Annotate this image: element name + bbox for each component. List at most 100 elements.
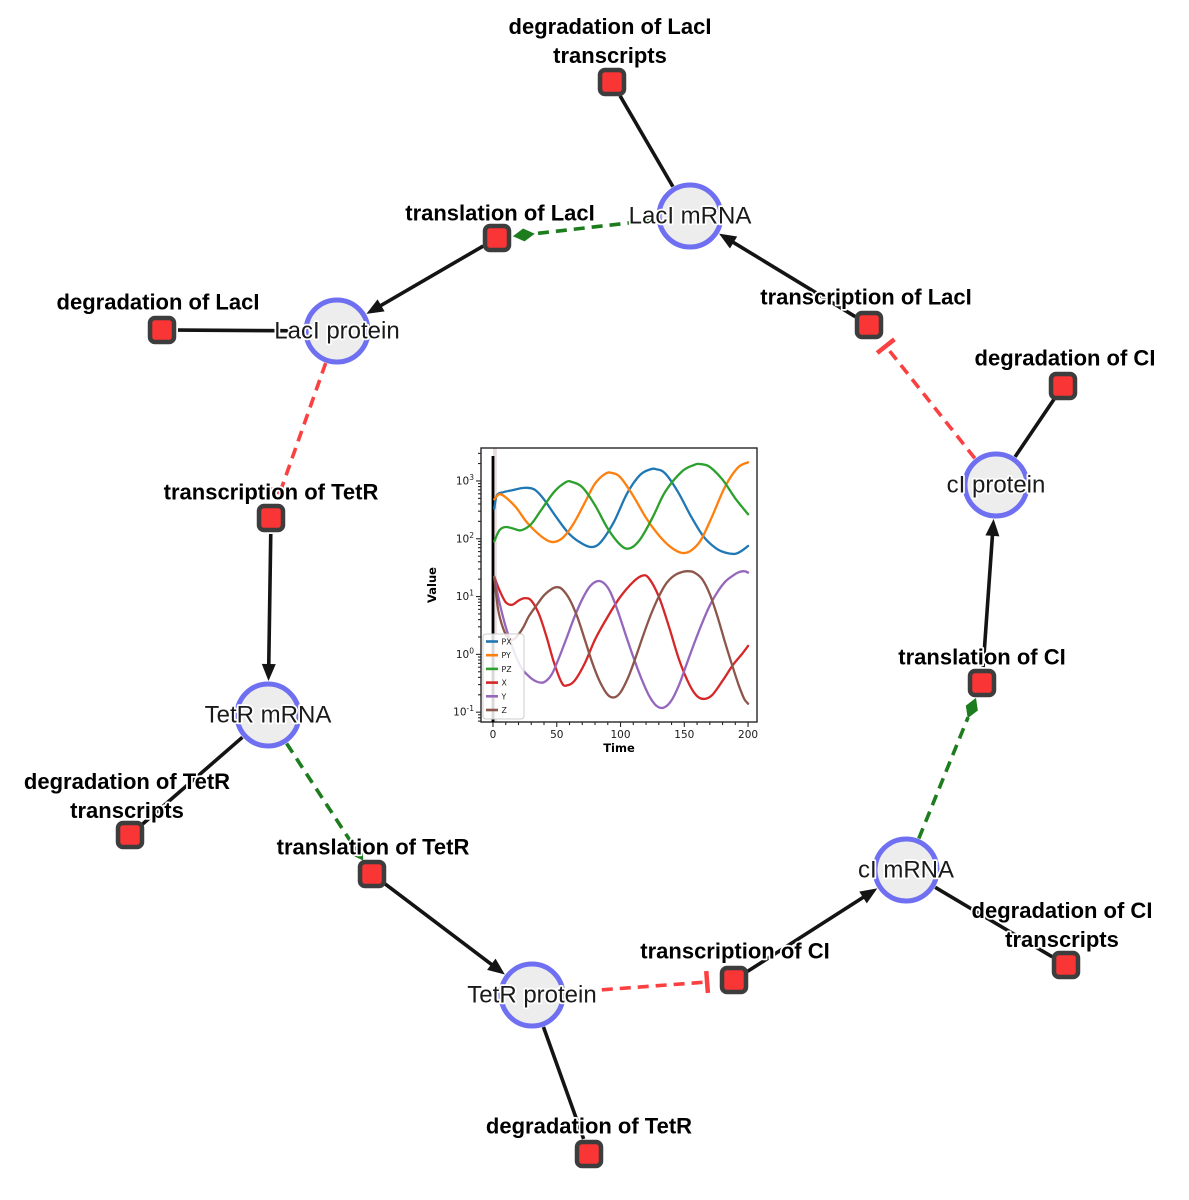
labels-layer: LacI mRNA LacI protein TetR mRNA TetR prote…	[22, 12, 1157, 1140]
species-label-ci-protein: cI protein	[947, 472, 1046, 499]
edge-tetr-protein-to-degradation-of-tetr	[541, 1026, 586, 1140]
reaction-node-degradation-of-tetr-transcripts[interactable]	[115, 820, 145, 850]
plot-svg: 0 50 100 150 20010-1100101102103TimeValuePXP…	[425, 447, 758, 755]
reaction-label-translation-of-ci: translation of CI	[898, 645, 1065, 670]
y-tick-label: 101	[456, 589, 474, 604]
edge-translation-of-tetr-to-tetr-protein	[383, 882, 505, 975]
reaction-label-degradation-of-tetr-transcripts: degradation of TetR transcripts	[24, 769, 230, 823]
arrowhead	[366, 299, 385, 314]
edge-ci-mrna-to-translation-of-ci	[917, 697, 978, 840]
reaction-label-degradation-of-laci: degradation of LacI	[57, 290, 260, 315]
species-node-tetr-mrna[interactable]	[234, 681, 302, 749]
plot-frame	[480, 447, 758, 723]
reaction-node-translation-of-tetr[interactable]	[357, 859, 387, 889]
arrowhead	[487, 958, 505, 975]
series-z	[493, 570, 750, 705]
series-layer	[493, 461, 750, 710]
inhibition-tbar	[704, 970, 711, 994]
legend: PX PY PZ XYZ	[482, 633, 525, 720]
species-label-tetr-protein: TetR protein	[467, 982, 596, 1009]
reaction-node-transcription-of-ci[interactable]	[719, 965, 749, 995]
edge-translation-of-ci-to-ci-protein	[981, 518, 1000, 668]
edge-tetr-mrna-to-degradation-of-tetr-transcripts	[140, 735, 244, 826]
x-tick-label: 50	[550, 729, 563, 741]
inhibition-tbar	[875, 337, 896, 355]
x-tick-label: 0	[490, 729, 497, 741]
axis-ticks	[476, 452, 749, 727]
y-tick-label: 102	[456, 531, 474, 546]
species-node-laci-protein[interactable]	[303, 297, 371, 365]
edge-ci-protein-to-degradation-of-ci	[1013, 398, 1056, 458]
reaction-node-degradation-of-laci-transcripts[interactable]	[597, 67, 627, 97]
reaction-label-degradation-of-laci-transcripts: degradation of LacI transcripts	[509, 14, 712, 68]
legend-label-y: Y	[501, 692, 507, 701]
legend-label-z: Z	[502, 706, 507, 715]
reaction-node-translation-of-ci[interactable]	[967, 668, 997, 698]
species-node-ci-mrna[interactable]	[872, 836, 940, 904]
edge-ci-protein-to-transcription-of-laci	[875, 337, 977, 460]
species-label-laci-protein: LacI protein	[274, 318, 399, 345]
nodes-layer	[115, 67, 1081, 1169]
edge-ci-mrna-to-degradation-of-ci-transcripts	[934, 885, 1054, 959]
edge-translation-of-laci-to-laci-protein	[366, 244, 485, 314]
inhibition-tbar	[268, 486, 292, 499]
time-series-plot: 0 50 100 150 200 10-1 100 101 102 103 Time Value PX P…	[425, 428, 782, 776]
x-axis-title: Time	[603, 741, 635, 755]
reaction-node-translation-of-laci[interactable]	[482, 223, 512, 253]
edge-transcription-of-ci-to-ci-mrna	[746, 888, 878, 973]
species-label-ci-mrna: cI mRNA	[858, 857, 954, 884]
series-x	[493, 574, 750, 701]
y-tick-label: 10-1	[453, 704, 474, 719]
reaction-label-translation-of-laci: translation of LacI	[405, 201, 594, 226]
legend-label-pz: PZ	[502, 665, 512, 674]
reaction-node-transcription-of-tetr[interactable]	[256, 503, 286, 533]
reaction-node-degradation-of-tetr[interactable]	[574, 1139, 604, 1169]
reaction-label-degradation-of-tetr: degradation of TetR	[486, 1114, 692, 1139]
x-tick-label: 100	[611, 729, 631, 741]
modifier-diamond-head	[965, 697, 978, 719]
edge-transcription-of-laci-to-laci-mrna	[719, 233, 857, 319]
series-px	[493, 467, 750, 556]
species-node-laci-mrna[interactable]	[656, 182, 724, 250]
reaction-node-degradation-of-ci-transcripts[interactable]	[1051, 950, 1081, 980]
edge-laci-protein-to-degradation-of-laci	[177, 328, 304, 333]
arrowhead	[719, 233, 738, 249]
series-y	[493, 570, 750, 710]
reaction-label-degradation-of-ci-transcripts: degradation of CI transcripts	[972, 898, 1153, 952]
arrowhead	[859, 888, 878, 904]
edge-tetr-protein-to-transcription-of-ci	[565, 970, 711, 995]
legend-label-py: PY	[502, 651, 512, 660]
reaction-node-transcription-of-laci[interactable]	[854, 310, 884, 340]
reaction-label-transcription-of-ci: transcription of CI	[640, 939, 829, 964]
reaction-label-transcription-of-laci: transcription of LacI	[760, 285, 971, 310]
reaction-label-translation-of-tetr: translation of TetR	[277, 835, 470, 860]
reaction-label-degradation-of-ci: degradation of CI	[975, 346, 1156, 371]
arrowhead	[261, 663, 276, 682]
x-tick-label: 200	[738, 729, 758, 741]
y-tick-label: 103	[456, 473, 474, 488]
edge-laci-mrna-to-degradation-of-laci-transcripts	[618, 94, 675, 188]
x-tick-label: 150	[674, 729, 694, 741]
series-py	[493, 461, 750, 555]
species-label-laci-mrna: LacI mRNA	[629, 203, 752, 230]
modifier-diamond-head	[351, 842, 364, 861]
tick-labels: 0 50 100 150 200 10-1 100 101 102 103	[453, 473, 758, 741]
series-pz	[493, 462, 750, 550]
species-node-tetr-protein[interactable]	[498, 961, 566, 1029]
modifier-diamond-head	[512, 228, 535, 242]
arrowhead	[985, 518, 1000, 537]
legend-label-px: PX	[502, 638, 513, 647]
edge-laci-mrna-to-translation-of-laci	[512, 218, 657, 242]
y-axis-title: Value	[426, 567, 439, 603]
reaction-node-degradation-of-ci[interactable]	[1048, 371, 1078, 401]
edge-transcription-of-tetr-to-tetr-mrna	[261, 533, 276, 682]
reaction-label-transcription-of-tetr: transcription of TetR	[164, 480, 379, 505]
species-label-tetr-mrna: TetR mRNA	[205, 702, 332, 729]
edges-layer	[140, 94, 1056, 1140]
legend-label-x: X	[502, 679, 508, 688]
y-tick-label: 100	[456, 646, 474, 661]
reaction-node-degradation-of-laci[interactable]	[147, 315, 177, 345]
species-node-ci-protein[interactable]	[962, 451, 1030, 519]
